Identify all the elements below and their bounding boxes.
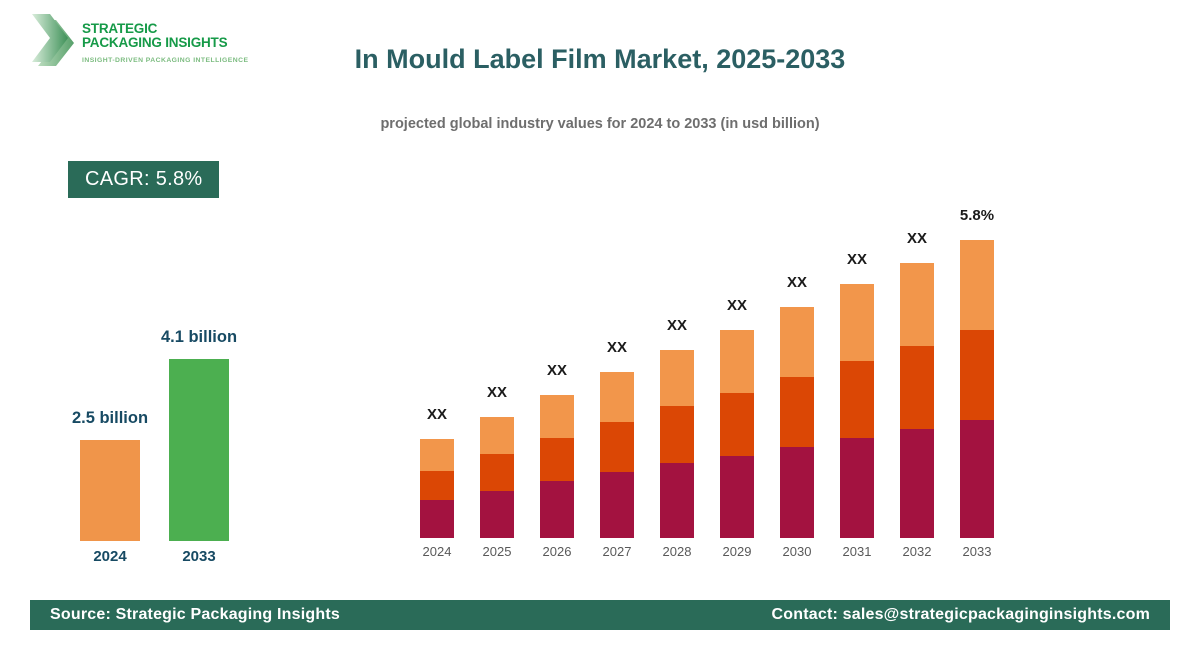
- bar-year-label: 2027: [602, 544, 632, 559]
- stacked-segment-middle: [900, 346, 934, 429]
- bar-value-label: XX: [906, 230, 927, 247]
- stacked-bar-group: XX 2027: [600, 339, 634, 560]
- bar-year-label: 2033: [182, 548, 216, 565]
- stacked-bar: [540, 395, 574, 538]
- bar-value-label: XX: [486, 384, 507, 401]
- bar-year-label: 2029: [722, 544, 752, 559]
- stacked-bar-group: XX 2031: [840, 251, 874, 560]
- stacked-segment-top: [720, 330, 754, 393]
- logo-tagline: INSIGHT-DRIVEN PACKAGING INTELLIGENCE: [82, 57, 249, 64]
- stacked-segment-middle: [780, 377, 814, 447]
- cagr-badge: CAGR: 5.8%: [68, 161, 220, 198]
- bar-year-label: 2028: [662, 544, 692, 559]
- stacked-segment-top: [600, 372, 634, 422]
- stacked-bar-chart: XX 2024 XX 2025 XX 2026 XX 2027 XX 2028 XX 2029 XX 20…: [420, 207, 994, 560]
- bar-value-label: XX: [666, 317, 687, 334]
- stacked-bar-group: XX 2024: [420, 406, 454, 560]
- mini-bar-group: 4.1 billion 2033: [161, 328, 237, 566]
- bar-value-label: XX: [846, 251, 867, 268]
- stacked-bar: [480, 417, 514, 538]
- stacked-bar-group: XX 2025: [480, 384, 514, 560]
- stacked-segment-top: [900, 263, 934, 346]
- bar-year-label: 2032: [902, 544, 932, 559]
- stacked-segment-bottom: [960, 420, 994, 538]
- bar: [169, 359, 229, 541]
- footer-source: Source: Strategic Packaging Insights: [50, 606, 340, 623]
- footer-bar: Source: Strategic Packaging Insights Con…: [30, 600, 1170, 630]
- stacked-segment-middle: [420, 471, 454, 500]
- stacked-segment-middle: [660, 406, 694, 463]
- stacked-bar-group: XX 2029: [720, 297, 754, 560]
- bar: [80, 440, 140, 541]
- logo-text: STRATEGIC PACKAGING INSIGHTS INSIGHT-DRI…: [82, 12, 249, 65]
- stacked-bar: [960, 240, 994, 538]
- stacked-bar: [900, 263, 934, 538]
- stacked-segment-top: [480, 417, 514, 454]
- logo-line-1: STRATEGIC: [82, 21, 158, 36]
- stacked-bar: [600, 372, 634, 538]
- stacked-segment-bottom: [720, 456, 754, 538]
- bar-year-label: 2025: [482, 544, 512, 559]
- stacked-bar-group: XX 2032: [900, 230, 934, 560]
- stacked-segment-top: [780, 307, 814, 377]
- stacked-segment-bottom: [600, 472, 634, 538]
- stacked-segment-middle: [720, 393, 754, 456]
- stacked-bar: [840, 284, 874, 538]
- stacked-segment-middle: [540, 438, 574, 481]
- mini-chart: 2.5 billion 2024 4.1 billion 2033: [72, 328, 237, 566]
- stacked-segment-bottom: [840, 438, 874, 538]
- stacked-bar-group: XX 2026: [540, 362, 574, 560]
- bar-value-label: XX: [786, 274, 807, 291]
- stacked-segment-bottom: [660, 463, 694, 538]
- bar-value-label: 5.8%: [959, 207, 995, 224]
- stacked-segment-middle: [960, 330, 994, 420]
- bar-year-label: 2026: [542, 544, 572, 559]
- bar-value-label: XX: [606, 339, 627, 356]
- stacked-segment-bottom: [780, 447, 814, 538]
- mini-bar-group: 2.5 billion 2024: [72, 409, 148, 566]
- stacked-segment-top: [840, 284, 874, 361]
- bar-year-label: 2031: [842, 544, 872, 559]
- logo-line-2: PACKAGING INSIGHTS: [82, 35, 228, 50]
- page-title: In Mould Label Film Market, 2025-2033: [354, 44, 846, 74]
- stacked-bar-group: 5.8% 2033: [960, 207, 994, 560]
- bar-year-label: 2033: [962, 544, 992, 559]
- bar-value-label: XX: [726, 297, 747, 314]
- stacked-bar: [420, 439, 454, 538]
- chevron-arrow-icon: [30, 12, 76, 75]
- stacked-segment-bottom: [420, 500, 454, 538]
- bar-value-label: XX: [426, 406, 447, 423]
- stacked-bar-group: XX 2028: [660, 317, 694, 560]
- stacked-bar-group: XX 2030: [780, 274, 814, 560]
- bar-value-label: 2.5 billion: [71, 409, 149, 427]
- stacked-segment-top: [420, 439, 454, 471]
- bar-year-label: 2030: [782, 544, 812, 559]
- stacked-segment-bottom: [900, 429, 934, 538]
- bar-year-label: 2024: [422, 544, 452, 559]
- stacked-bar: [660, 350, 694, 538]
- stacked-segment-top: [960, 240, 994, 330]
- stacked-segment-bottom: [540, 481, 574, 538]
- stacked-segment-middle: [480, 454, 514, 491]
- footer-contact: Contact: sales@strategicpackaginginsight…: [771, 606, 1150, 623]
- bar-value-label: XX: [546, 362, 567, 379]
- stacked-segment-middle: [600, 422, 634, 472]
- stacked-segment-top: [540, 395, 574, 438]
- logo: STRATEGIC PACKAGING INSIGHTS INSIGHT-DRI…: [30, 12, 248, 75]
- stacked-bar: [720, 330, 754, 538]
- page-subtitle: projected global industry values for 202…: [380, 116, 820, 132]
- stacked-bar: [780, 307, 814, 538]
- stacked-segment-middle: [840, 361, 874, 438]
- stacked-segment-top: [660, 350, 694, 406]
- bar-value-label: 4.1 billion: [160, 328, 238, 346]
- bar-year-label: 2024: [93, 548, 127, 565]
- stacked-segment-bottom: [480, 491, 514, 538]
